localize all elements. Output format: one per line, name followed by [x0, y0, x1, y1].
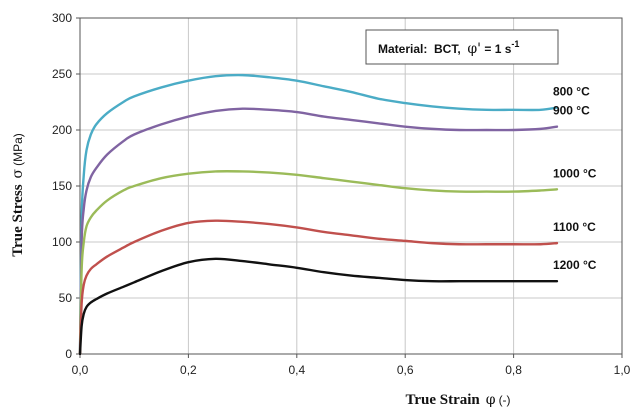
y-axis-title-unit: (MPa) — [11, 133, 25, 166]
series-900C-line — [78, 107, 559, 356]
annotation-box: Material: BCT, φ' = 1 s-1 — [365, 29, 559, 65]
y-tick-label: 200 — [52, 123, 72, 137]
x-tick-label: 0,0 — [72, 363, 89, 377]
series-800C-line — [78, 73, 559, 356]
series-800C-label: 800 °C — [553, 85, 590, 99]
y-tick-label: 300 — [52, 11, 72, 25]
series-labels: 800 °C 900 °C 1000 °C 1100 °C 1200 °C — [553, 85, 597, 273]
annotation-text: Material: BCT, φ' = 1 s-1 — [378, 39, 519, 57]
y-axis-title: True Stress σ (MPa) — [10, 133, 26, 257]
y-axis-title-symbol: σ — [10, 168, 26, 178]
series-lines — [78, 73, 559, 356]
x-axis-title-symbol: φ — [486, 392, 496, 408]
series-1000C-label: 1000 °C — [553, 166, 597, 180]
annotation-superscript: -1 — [511, 39, 519, 49]
y-axis-ticks: 0 50 100 150 200 250 300 — [52, 11, 80, 361]
annotation-rest: = 1 s — [481, 42, 512, 56]
x-axis-title: True Strain φ (-) — [405, 392, 510, 408]
y-axis-title-text: True Stress — [10, 184, 26, 257]
x-tick-label: 1,0 — [614, 363, 630, 377]
series-900C-label: 900 °C — [553, 104, 590, 118]
x-tick-label: 0,8 — [505, 363, 522, 377]
annotation-prefix: Material: BCT, — [378, 42, 467, 56]
y-tick-label: 100 — [52, 235, 72, 249]
y-tick-label: 250 — [52, 67, 72, 81]
series-1100C-label: 1100 °C — [553, 220, 596, 234]
series-1200C-label: 1200 °C — [553, 258, 597, 272]
x-axis-ticks: 0,0 0,2 0,4 0,6 0,8 1,0 — [72, 354, 630, 377]
annotation-symbol: φ' — [467, 41, 481, 57]
series-1000C-line — [78, 170, 559, 356]
y-tick-label: 0 — [65, 347, 72, 361]
y-tick-label: 50 — [59, 291, 73, 305]
x-tick-label: 0,2 — [180, 363, 197, 377]
x-axis-title-unit: (-) — [499, 393, 511, 407]
y-tick-label: 150 — [52, 179, 72, 193]
x-tick-label: 0,4 — [288, 363, 305, 377]
x-tick-label: 0,6 — [397, 363, 414, 377]
series-1100C-line — [78, 219, 559, 356]
annotation-frame — [365, 29, 559, 65]
series-1200C-line — [78, 257, 559, 356]
x-axis-title-text: True Strain — [405, 392, 480, 408]
